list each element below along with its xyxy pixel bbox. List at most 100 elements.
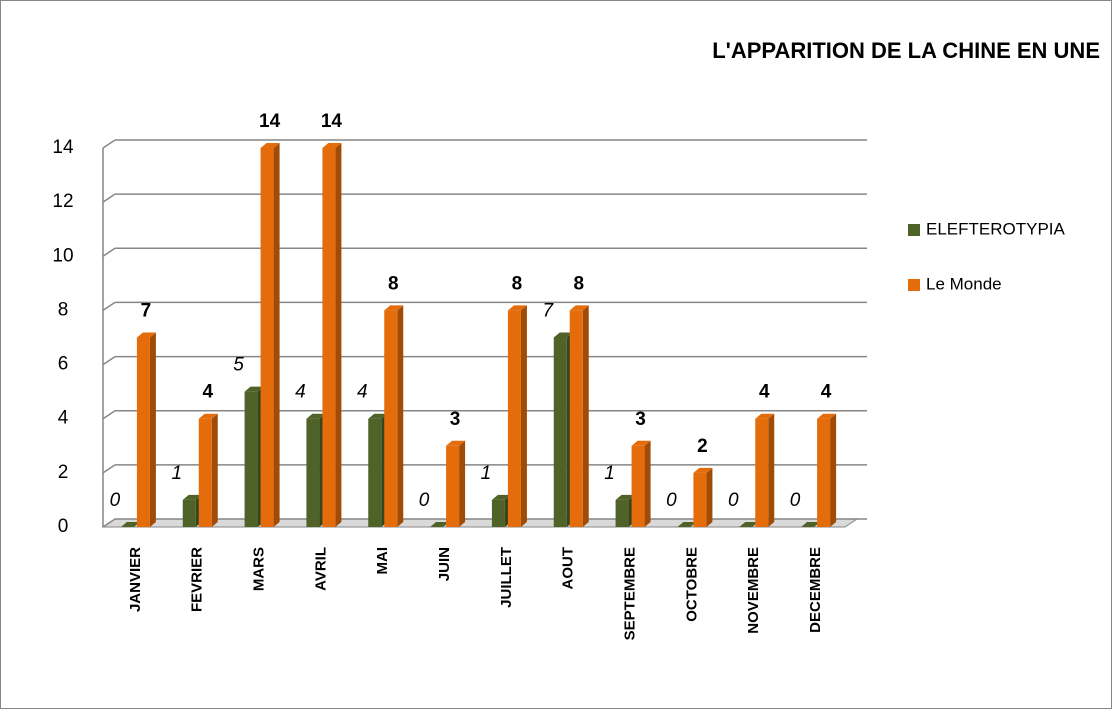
bar-top [182,494,202,500]
bar-top [198,413,218,419]
x-tick-label: DECEMBRE [807,547,824,633]
y-tick-label: 0 [58,516,69,537]
data-label: 5 [233,355,244,376]
data-label: 14 [321,111,343,132]
bar [615,499,629,527]
data-label: 3 [635,409,646,430]
data-label: 0 [419,490,430,511]
x-tick-label: SEPTEMBRE [622,547,639,640]
y-tick-label: 6 [58,354,69,375]
x-tick-label: FEVRIER [189,547,206,612]
bar-top [739,522,759,527]
data-label: 7 [542,301,554,322]
bar [368,418,382,527]
bar [136,337,150,527]
bar-top [384,305,404,311]
legend-label: Le Monde [926,274,1002,293]
y-tick-label: 14 [52,137,74,158]
grid-line-side [102,410,116,420]
data-label: 8 [388,273,399,294]
y-tick-label: 4 [58,408,69,429]
x-tick-label: MARS [251,547,268,591]
bar [491,499,505,527]
bar [817,418,831,527]
bar-top [677,522,697,527]
x-tick-label: JANVIER [127,547,144,612]
data-label: 8 [573,273,584,294]
bar-top [553,332,573,338]
data-label: 4 [759,382,770,403]
bar-side [273,143,280,527]
bar-top [801,522,821,527]
bar-side [459,440,466,527]
bar-side [582,305,589,527]
bar-side [397,305,404,527]
x-tick-label: AOUT [560,547,577,590]
grid-line-side [102,518,116,528]
data-label: 3 [450,409,461,430]
data-label: 0 [790,490,801,511]
bar-top [136,332,156,338]
bar-side [335,143,342,527]
grid-line-side [102,355,116,366]
chart-title: L'APPARITION DE LA CHINE EN UNE [712,38,1100,63]
bar-top [260,143,280,148]
bar-side [830,413,837,527]
data-label: 1 [481,463,492,484]
bar-top [693,467,713,473]
bar-top [491,494,511,500]
bar [553,337,567,527]
y-tick-label: 10 [52,245,73,266]
bar [198,418,212,527]
bar-side [211,413,218,527]
x-tick-label: MAI [374,547,391,575]
y-tick-label: 12 [52,191,73,212]
bar [569,310,583,527]
x-tick-label: AVRIL [312,547,329,591]
bar [507,310,521,527]
data-label: 0 [728,490,739,511]
bar-side [520,305,527,527]
data-label: 8 [512,273,523,294]
legend-label: ELEFTEROTYPIA [926,219,1066,238]
bar [244,391,258,527]
data-label: 2 [697,436,708,457]
bar-side [706,467,713,527]
bar-top [569,305,589,311]
bar [260,148,274,527]
bar-top [817,413,837,419]
data-label: 0 [110,490,121,511]
data-label: 4 [821,382,832,403]
bar [306,418,320,527]
bar [631,445,645,527]
bar-top [615,494,635,500]
data-label: 4 [295,382,306,403]
bar-top [755,413,775,419]
x-tick-label: OCTOBRE [683,547,700,622]
bar [384,310,398,527]
bar [446,445,460,527]
grid-line-side [102,193,116,203]
bar-top [120,522,140,527]
data-label: 4 [202,382,213,403]
legend-swatch [908,279,920,291]
data-label: 4 [357,382,368,403]
data-label: 7 [141,301,152,322]
bar [755,418,769,527]
data-label: 14 [259,111,281,132]
grid-line-side [102,301,116,312]
y-tick-label: 8 [58,299,69,320]
y-tick-label: 2 [58,462,69,483]
x-tick-label: JUILLET [498,547,515,608]
bar-top [446,440,466,446]
bar-top [631,440,651,446]
bar-top [368,413,388,419]
grid-line-side [102,464,116,474]
bar [182,499,196,527]
bar-top [244,386,264,392]
bar [693,472,707,527]
legend-swatch [908,224,920,236]
bar-top [306,413,326,419]
data-label: 0 [666,490,677,511]
bar-side [149,332,156,527]
